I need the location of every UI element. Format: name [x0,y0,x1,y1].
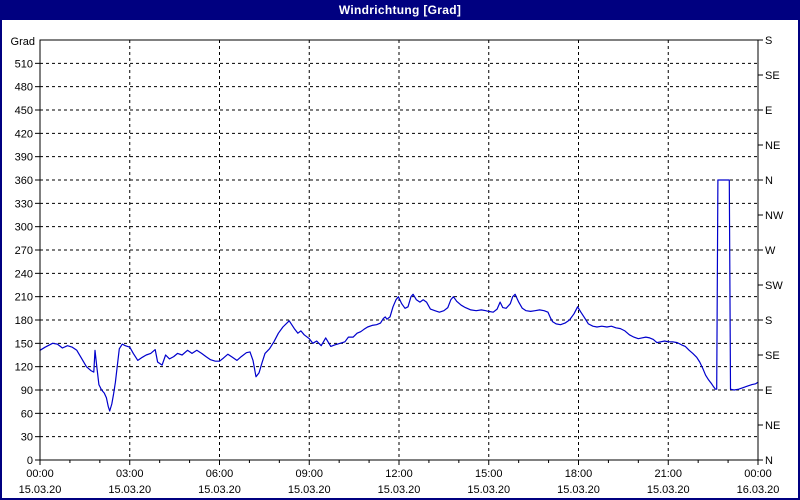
y-right-compass-label: SW [765,280,783,292]
x-date-label: 15.03.20 [19,484,62,496]
x-date-label: 15.03.20 [378,484,421,496]
y-left-tick-label: 240 [15,268,33,280]
y-left-tick-label: 90 [21,385,33,397]
window-titlebar: Windrichtung [Grad] [0,0,800,20]
wind-direction-chart: 0 30 60 90 120 150 180 210 240 270 300 330 360 390 420… [11,35,784,496]
x-time-label: 00:00 [26,468,54,480]
x-time-label: 21:00 [654,468,682,480]
y-left-tick-label: 360 [15,175,33,187]
y-right-compass-label: NW [765,210,784,222]
y-left-tick-label: 120 [15,362,33,374]
y-left-tick-label: 180 [15,315,33,327]
y-right-compass-label: N [765,175,773,187]
y-right-compass-label: SE [765,70,780,82]
y-left-tick-label: 60 [21,408,33,420]
y-left-tick-label: 30 [21,432,33,444]
y-right-compass-label: S [765,35,772,47]
y-left-tick-label: 480 [15,82,33,94]
y-left-tick-label: 450 [15,105,33,117]
y-right-compass-label: N [765,455,773,467]
x-date-label: 15.03.20 [198,484,241,496]
x-date-label: 15.03.20 [647,484,690,496]
y-left-tick-label: 210 [15,292,33,304]
x-date-label: 15.03.20 [557,484,600,496]
x-time-label: 18:00 [565,468,593,480]
x-date-label: 16.03.20 [737,484,780,496]
x-date-label: 15.03.20 [288,484,331,496]
y-left-tick-label: 0 [27,455,33,467]
chart-area: 0 30 60 90 120 150 180 210 240 270 300 330 360 390 420… [2,20,798,498]
y-left-tick-label: 390 [15,152,33,164]
y-left-tick-label: 270 [15,245,33,257]
x-time-label: 06:00 [206,468,234,480]
y-left-tick-label: 420 [15,128,33,140]
y-right-compass-label: E [765,385,772,397]
y-right-compass-label: SE [765,350,780,362]
y-right-compass-label: E [765,105,772,117]
x-time-label: 15:00 [475,468,503,480]
x-date-label: 15.03.20 [108,484,151,496]
x-date-label: 15.03.20 [467,484,510,496]
x-time-label: 03:00 [116,468,144,480]
y-right-compass-label: NE [765,420,780,432]
window-title: Windrichtung [Grad] [338,3,462,17]
y-left-tick-label: 150 [15,338,33,350]
y-right-compass-label: NE [765,140,780,152]
x-time-label: 09:00 [295,468,323,480]
y-right-compass-label: W [765,245,776,257]
wind-direction-line [39,179,759,412]
x-time-label: 12:00 [385,468,413,480]
y-axis-unit-label: Grad [11,36,35,48]
y-left-tick-label: 300 [15,222,33,234]
y-right-compass-label: S [765,315,772,327]
y-left-tick-label: 330 [15,198,33,210]
x-time-label: 00:00 [744,468,772,480]
y-left-tick-label: 510 [15,58,33,70]
